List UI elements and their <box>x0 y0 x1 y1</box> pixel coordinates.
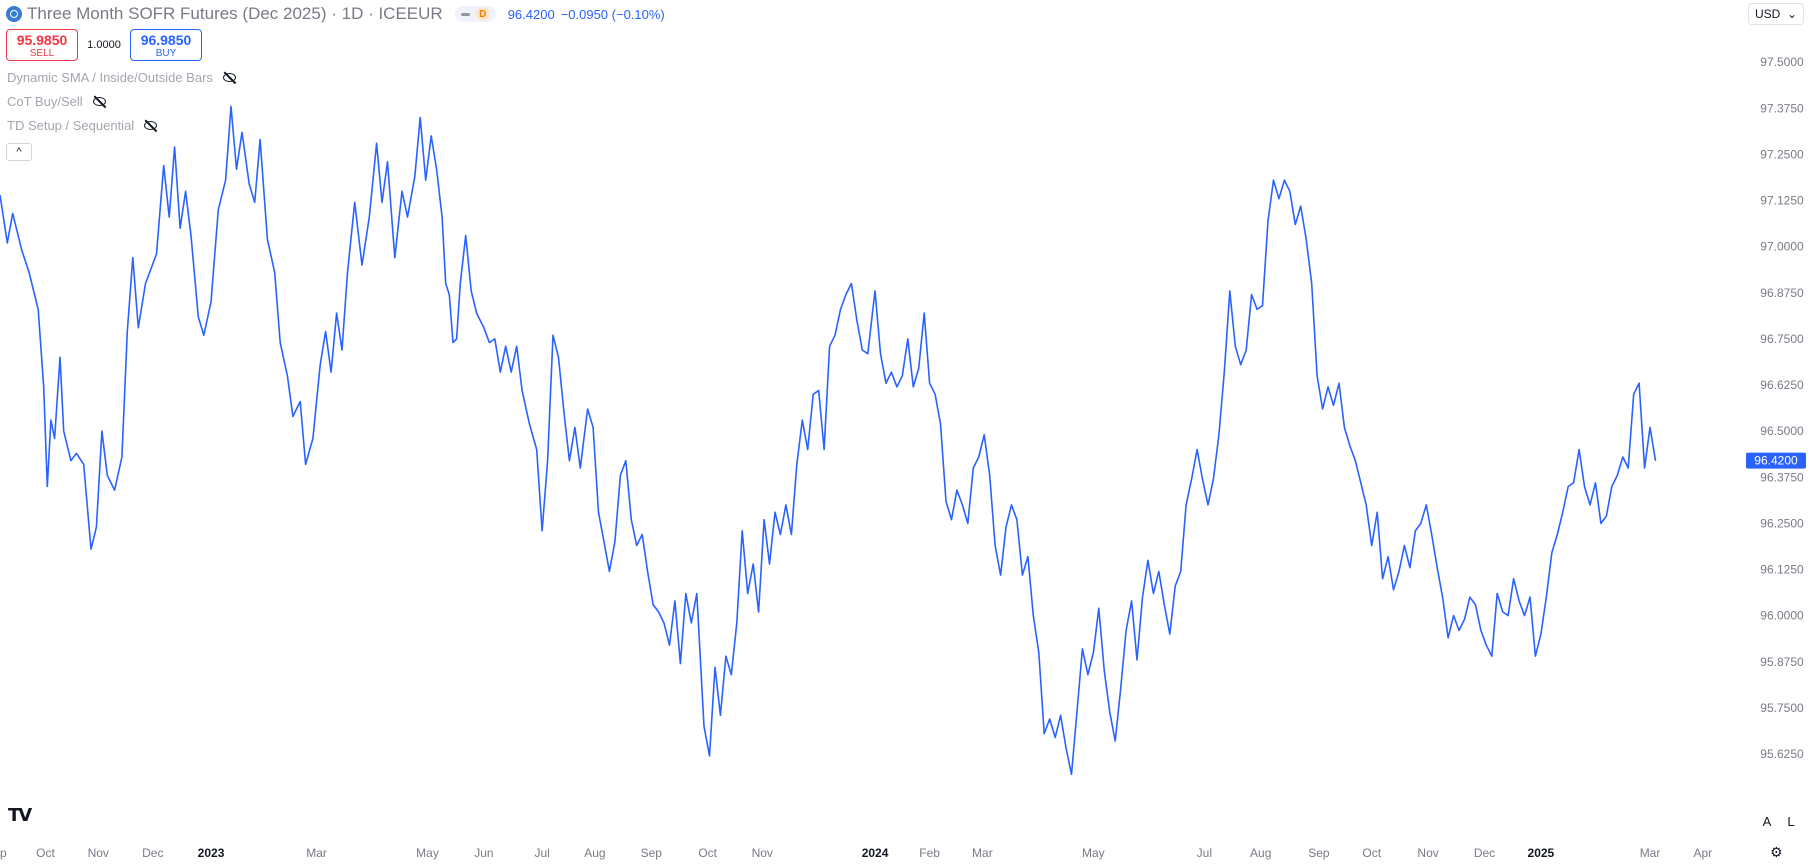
time-tick-label: 2023 <box>198 846 225 860</box>
exchange-logo-icon[interactable] <box>6 6 22 22</box>
eye-off-icon[interactable] <box>143 120 159 132</box>
time-tick-label: May <box>1082 846 1105 860</box>
symbol-title[interactable]: Three Month SOFR Futures (Dec 2025) · 1D… <box>27 4 443 23</box>
chevron-down-icon: ⌄ <box>1786 7 1797 21</box>
indicator-dynamic-sma[interactable]: Dynamic SMA / Inside/Outside Bars <box>7 70 238 85</box>
price-tick-label: 97.3750 <box>1760 101 1804 115</box>
indicator-label: Dynamic SMA / Inside/Outside Bars <box>7 70 213 85</box>
price-tick-label: 97.1250 <box>1760 194 1804 208</box>
time-tick-label: Dec <box>142 846 163 860</box>
time-tick-label: Mar <box>972 846 993 860</box>
sell-price: 95.9850 <box>16 32 68 48</box>
last-price-label: 96.4200 <box>1746 452 1806 469</box>
indicator-td-setup[interactable]: TD Setup / Sequential <box>7 118 159 133</box>
price-tick-label: 95.6250 <box>1760 747 1804 761</box>
sell-button[interactable]: 95.9850 SELL <box>6 29 78 61</box>
time-tick-label: p <box>0 846 7 860</box>
time-tick-label: Aug <box>584 846 605 860</box>
last-price: 96.4200 <box>507 6 555 22</box>
last-price-label-text: 96.4200 <box>1754 454 1798 468</box>
price-tick-label: 95.8750 <box>1760 655 1804 669</box>
gear-icon[interactable]: ⚙ <box>1770 844 1783 860</box>
price-tick-label: 95.7500 <box>1760 701 1804 715</box>
time-tick-label: Mar <box>306 846 327 860</box>
time-tick-label: Oct <box>698 846 717 860</box>
buy-label: BUY <box>155 48 177 59</box>
sell-label: SELL <box>29 48 55 59</box>
last-price-label-bg <box>1746 452 1806 469</box>
log-scale-button[interactable]: L <box>1780 812 1802 832</box>
price-tick-label: 97.0000 <box>1760 240 1804 254</box>
price-tick-label: 96.0000 <box>1760 609 1804 623</box>
time-tick-label: Dec <box>1474 846 1495 860</box>
auto-scale-button[interactable]: A <box>1756 812 1778 832</box>
price-tick-label: 96.1250 <box>1760 563 1804 577</box>
time-tick-label: May <box>416 846 439 860</box>
price-tick-label: 96.2500 <box>1760 516 1804 530</box>
data-status-badge[interactable]: D <box>454 6 496 22</box>
time-tick-label: Nov <box>1417 846 1438 860</box>
time-tick-label: Nov <box>88 846 109 860</box>
price-tick-label: 97.5000 <box>1760 55 1804 69</box>
chart-header: Three Month SOFR Futures (Dec 2025) · 1D… <box>6 4 665 24</box>
currency-value: USD <box>1755 7 1781 21</box>
price-tick-label: 96.5000 <box>1760 424 1804 438</box>
chevron-up-icon[interactable]: ^ <box>6 143 32 161</box>
time-axis[interactable]: p Oct Nov Dec 2023 Mar May Jun Jul Aug Sep Oct Nov 20… <box>0 846 1712 860</box>
time-tick-label: Nov <box>752 846 773 860</box>
time-tick-label: Jul <box>1197 846 1212 860</box>
tradingview-logo[interactable]: TV <box>8 805 32 826</box>
time-tick-label: Aug <box>1250 846 1271 860</box>
time-tick-label: Sep <box>641 846 663 860</box>
time-tick-label: 2025 <box>1528 846 1555 860</box>
delayed-data-badge: D <box>475 7 490 21</box>
price-tick-label: 96.3750 <box>1760 470 1804 484</box>
price-tick-label: 96.6250 <box>1760 378 1804 392</box>
time-tick-label: 2024 <box>862 846 889 860</box>
time-tick-label: Oct <box>1362 846 1381 860</box>
buy-price: 96.9850 <box>140 32 192 48</box>
indicator-label: CoT Buy/Sell <box>7 94 83 109</box>
order-quantity[interactable]: 1.0000 <box>87 39 121 51</box>
time-tick-label: Jul <box>534 846 549 860</box>
eye-off-icon[interactable] <box>222 72 238 84</box>
time-tick-label: Mar <box>1640 846 1661 860</box>
time-tick-label: Jun <box>474 846 493 860</box>
time-tick-label: Oct <box>36 846 55 860</box>
price-tick-label: 97.2500 <box>1760 147 1804 161</box>
time-tick-label: Sep <box>1308 846 1330 860</box>
indicator-label: TD Setup / Sequential <box>7 118 135 133</box>
indicator-cot[interactable]: CoT Buy/Sell <box>7 94 108 109</box>
currency-select[interactable]: USD ⌄ <box>1748 3 1804 25</box>
time-tick-label: Apr <box>1693 846 1712 860</box>
price-axis[interactable]: 97.5000 97.3750 97.2500 97.1250 97.0000 96.87… <box>1760 55 1804 761</box>
price-tick-label: 96.7500 <box>1760 332 1804 346</box>
minus-icon <box>460 12 470 16</box>
time-tick-label: Feb <box>919 846 940 860</box>
price-tick-label: 96.8750 <box>1760 286 1804 300</box>
price-change: −0.0950 (−0.10%) <box>560 6 665 22</box>
buy-button[interactable]: 96.9850 BUY <box>130 29 202 61</box>
price-line <box>0 105 1657 776</box>
eye-off-icon[interactable] <box>92 96 108 108</box>
trade-panel: 95.9850 SELL 1.0000 96.9850 BUY <box>6 29 202 61</box>
